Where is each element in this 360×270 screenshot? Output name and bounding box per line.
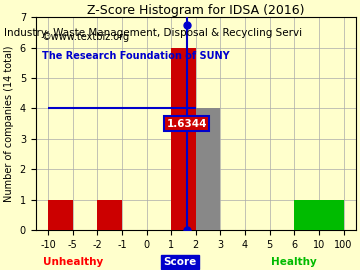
Title: Z-Score Histogram for IDSA (2016): Z-Score Histogram for IDSA (2016) (87, 4, 305, 17)
Bar (48, 200, 73, 230)
Text: Unhealthy: Unhealthy (43, 257, 103, 267)
Text: Score: Score (163, 257, 197, 267)
Bar (294, 200, 319, 230)
Bar (97, 200, 122, 230)
Text: Healthy: Healthy (271, 257, 317, 267)
Text: The Research Foundation of SUNY: The Research Foundation of SUNY (42, 51, 230, 61)
Y-axis label: Number of companies (14 total): Number of companies (14 total) (4, 45, 14, 202)
Bar (319, 200, 343, 230)
Text: Industry: Waste Management, Disposal & Recycling Servi: Industry: Waste Management, Disposal & R… (4, 28, 302, 38)
Bar (196, 108, 220, 230)
Bar (171, 48, 196, 230)
Text: 1.6344: 1.6344 (167, 119, 207, 129)
Text: ©www.textbiz.org: ©www.textbiz.org (42, 32, 130, 42)
